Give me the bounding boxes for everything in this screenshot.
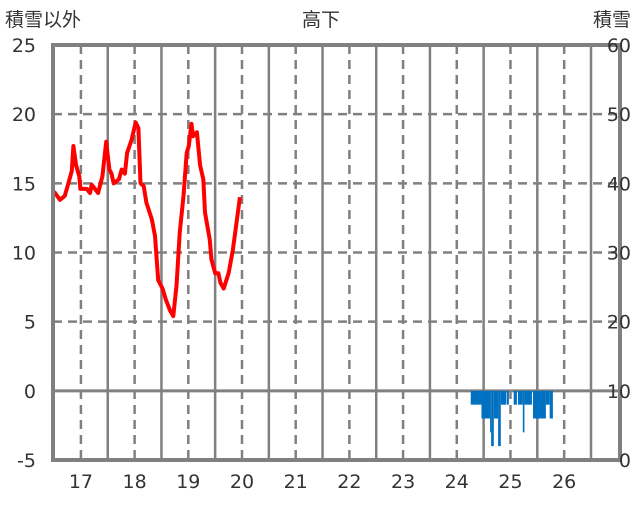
x-tick-label: 20 (230, 471, 254, 493)
snowfall-bar (491, 390, 494, 447)
left-axis-label: 積雪以外 (5, 9, 81, 31)
temperature-line (52, 120, 242, 319)
x-tick-label: 26 (552, 471, 576, 493)
y-right-tick-label: 60 (607, 35, 631, 57)
snowfall-bar (493, 390, 499, 419)
chart-title: 高下 (302, 9, 340, 31)
x-tick-label: 23 (391, 471, 415, 493)
y-left-tick-label: -5 (17, 450, 36, 472)
y-left-tick-label: 10 (12, 243, 36, 265)
snowfall-bar (490, 390, 492, 433)
y-left-tick-label: 20 (12, 104, 36, 126)
x-tick-label: 21 (284, 471, 308, 493)
x-tick-label: 22 (337, 471, 361, 493)
right-axis-label: 積雪 (593, 9, 631, 31)
y-right-tick-label: 30 (607, 243, 631, 265)
y-right-tick-label: 20 (607, 312, 631, 334)
snowfall-bar (470, 390, 482, 405)
y-right-tick-label: 10 (607, 381, 631, 403)
plot-frame (51, 43, 622, 462)
snowfall-bar (517, 390, 523, 405)
snowfall-bar (500, 390, 507, 405)
marks (52, 120, 553, 462)
snowfall-bar (524, 390, 532, 405)
snowfall-bar (533, 390, 546, 419)
snowfall-bar (522, 390, 525, 433)
snowfall-bar (506, 390, 509, 405)
snowfall-bar (549, 390, 553, 419)
y-left-tick-label: 25 (12, 35, 36, 57)
y-left-tick-label: 0 (24, 381, 36, 403)
x-tick-label: 17 (69, 471, 93, 493)
y-left-tick-label: 15 (12, 173, 36, 195)
snowfall-bar (545, 390, 550, 405)
y-right-tick-label: 50 (607, 104, 631, 126)
snowfall-bar (513, 390, 517, 405)
x-tick-label: 19 (176, 471, 200, 493)
x-tick-label: 18 (123, 471, 147, 493)
snowfall-bar (498, 390, 501, 447)
x-tick-label: 24 (445, 471, 469, 493)
y-right-tick-label: 40 (607, 173, 631, 195)
tick-labels: 17 18 19 20 21 22 23 24 25 262520151050-560504030… (12, 35, 631, 493)
grid (53, 45, 620, 460)
x-tick-label: 25 (498, 471, 522, 493)
snowfall-bar (481, 390, 491, 419)
y-right-tick-label: 0 (619, 450, 631, 472)
y-left-tick-label: 5 (24, 312, 36, 334)
